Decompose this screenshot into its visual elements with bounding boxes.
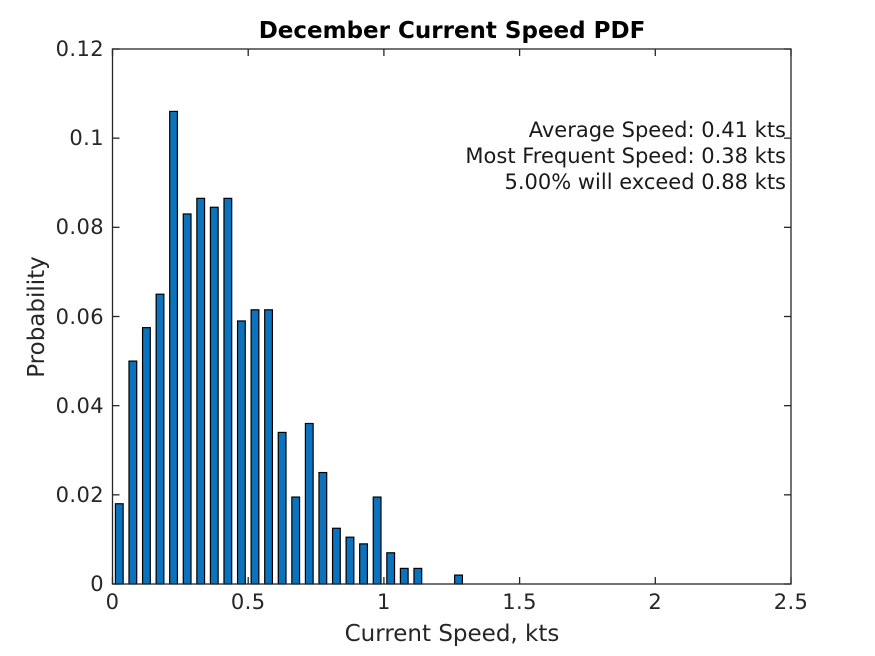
x-tick-label: 1 bbox=[377, 590, 391, 614]
stat-most-frequent-speed: Most Frequent Speed: 0.38 kts bbox=[465, 144, 786, 168]
histogram-bars bbox=[114, 110, 464, 585]
histogram-bar bbox=[291, 496, 301, 585]
histogram-bar bbox=[155, 293, 165, 585]
histogram-bar bbox=[304, 422, 314, 585]
histogram-bar bbox=[454, 574, 464, 585]
histogram-bar bbox=[236, 320, 246, 585]
chart-title: December Current Speed PDF bbox=[258, 18, 646, 44]
histogram-bar bbox=[169, 110, 179, 585]
axis-tick-marks bbox=[111, 48, 792, 585]
x-tick-label: 2 bbox=[648, 590, 663, 614]
histogram-bar bbox=[264, 309, 274, 585]
stat-exceedance: 5.00% will exceed 0.88 kts bbox=[504, 170, 786, 194]
histogram-bar bbox=[372, 496, 382, 585]
histogram-bar bbox=[128, 360, 138, 585]
histogram-bar bbox=[399, 567, 409, 585]
histogram-bar bbox=[331, 527, 341, 585]
histogram-bar bbox=[141, 327, 151, 585]
x-tick-label: 0.5 bbox=[230, 590, 266, 614]
histogram-bar bbox=[196, 197, 206, 585]
y-tick-label: 0.04 bbox=[55, 393, 104, 418]
y-tick-label: 0.12 bbox=[55, 37, 104, 61]
y-tick-label: 0.06 bbox=[55, 304, 104, 329]
histogram-bar bbox=[250, 309, 260, 585]
y-tick-label: 0.1 bbox=[69, 126, 104, 151]
x-tick-label: 0 bbox=[105, 590, 120, 614]
x-tick-label: 2.5 bbox=[773, 590, 809, 614]
stat-average-speed: Average Speed: 0.41 kts bbox=[528, 118, 786, 142]
y-tick-label: 0.02 bbox=[55, 482, 104, 507]
histogram-bar bbox=[318, 471, 328, 585]
y-tick-label: 0.08 bbox=[55, 215, 104, 240]
y-tick-label: 0 bbox=[90, 572, 104, 596]
histogram-bar bbox=[359, 543, 369, 585]
x-axis-label: Current Speed, kts bbox=[344, 621, 560, 647]
x-tick-label: 1.5 bbox=[502, 590, 537, 614]
histogram-bar bbox=[277, 431, 287, 585]
stats-annotation: Average Speed: 0.41 kts Most Frequent Sp… bbox=[465, 117, 786, 195]
histogram-bar bbox=[182, 213, 192, 585]
histogram-bar bbox=[386, 552, 396, 585]
histogram-bar bbox=[209, 206, 219, 585]
histogram-bar bbox=[413, 567, 423, 585]
histogram-bar bbox=[345, 536, 355, 585]
histogram-bar bbox=[223, 197, 233, 585]
histogram-bar bbox=[114, 503, 124, 585]
